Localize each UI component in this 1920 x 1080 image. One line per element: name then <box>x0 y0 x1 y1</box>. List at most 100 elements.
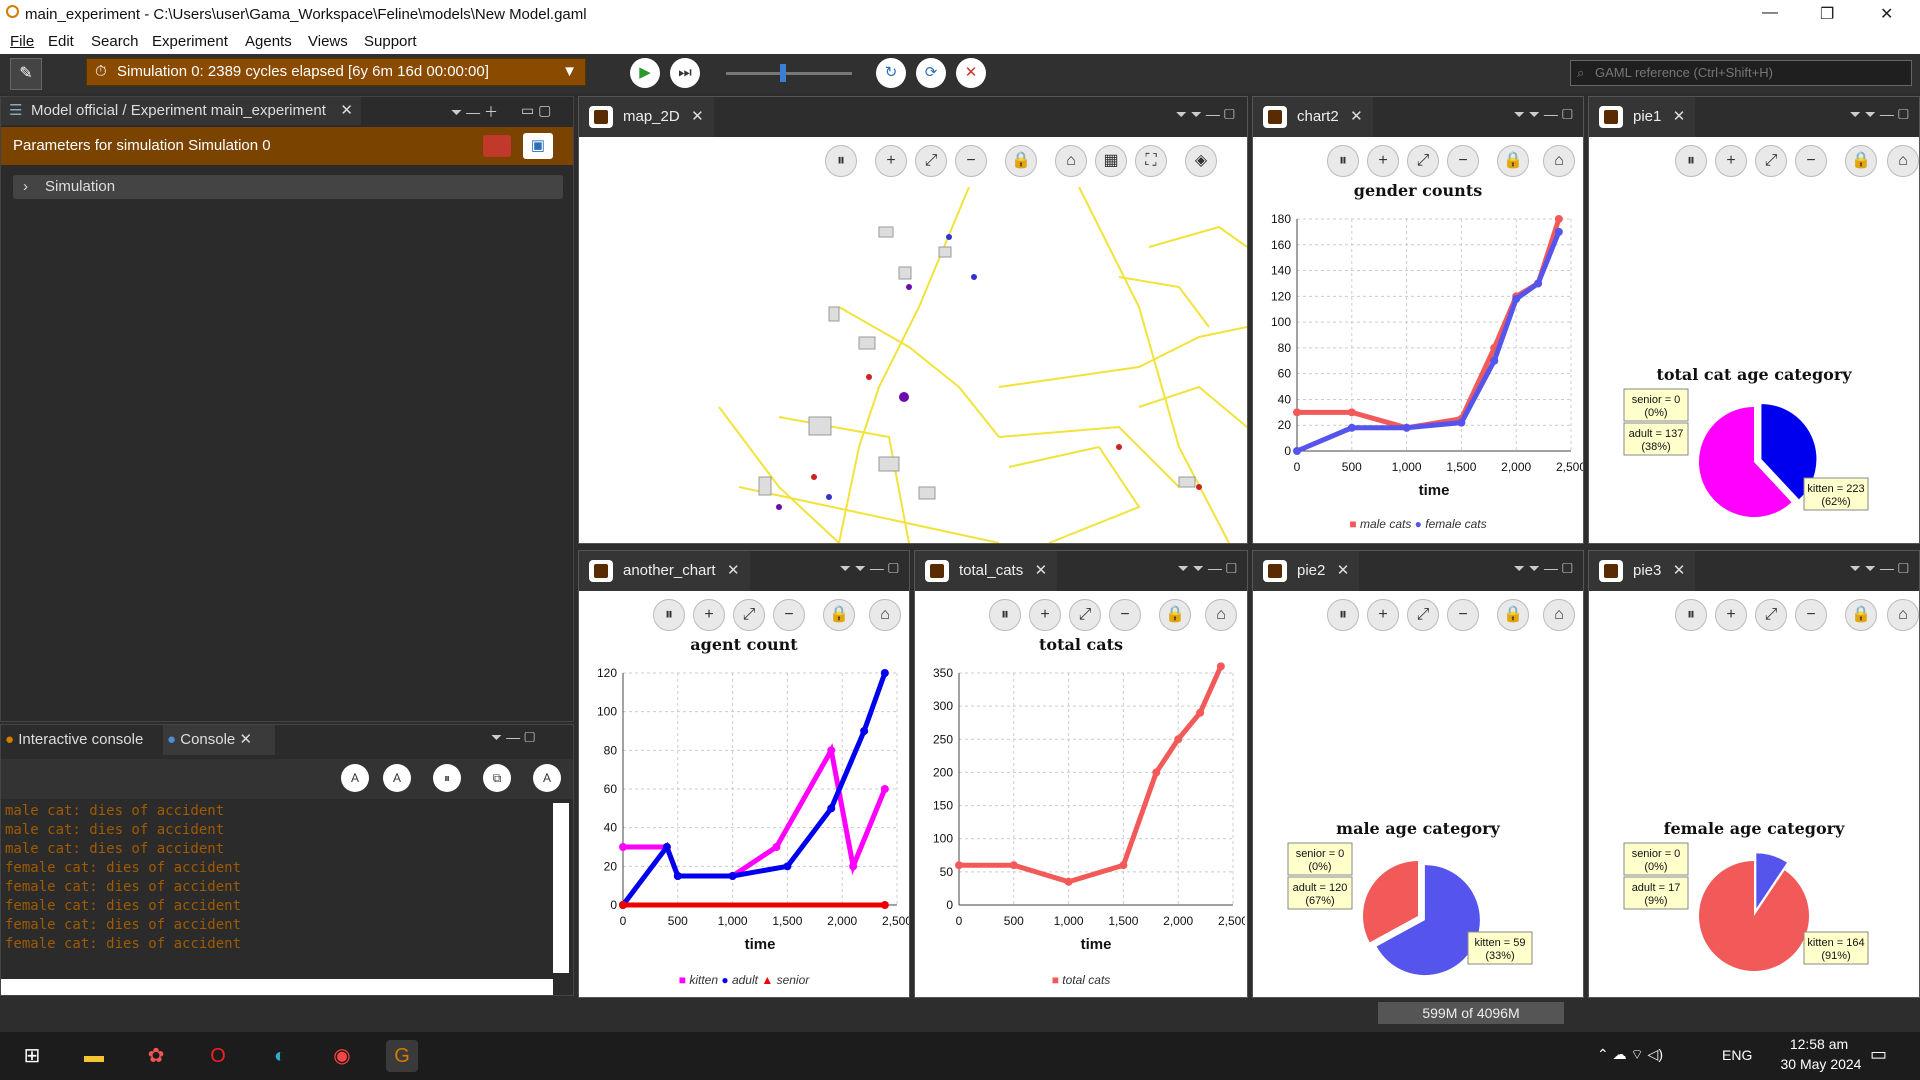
menu-search[interactable]: Search <box>91 33 139 50</box>
close-icon[interactable]: ✕ <box>340 102 353 119</box>
camera-icon[interactable]: ⌂ <box>1543 599 1575 631</box>
tab-console[interactable]: ● Console ✕ <box>163 725 275 755</box>
console-scrollbar[interactable] <box>553 803 569 973</box>
windows-start-icon[interactable]: ⊞ <box>23 1045 41 1067</box>
menu-experiment[interactable]: Experiment <box>152 33 228 50</box>
relaunch-button[interactable]: ⟳ <box>916 58 946 88</box>
close-icon[interactable]: ✕ <box>1350 108 1363 125</box>
lock-icon[interactable]: 🔒 <box>1159 599 1191 631</box>
tab-chart2[interactable]: chart2 ✕ <box>1253 97 1373 137</box>
zoom-in-icon[interactable]: + <box>1367 145 1399 177</box>
zoom-fit-icon[interactable]: ⤢ <box>1069 599 1101 631</box>
tab-map-2d[interactable]: map_2D ✕ <box>579 97 714 137</box>
clear-icon[interactable]: A <box>533 764 561 792</box>
zoom-fit-icon[interactable]: ⤢ <box>1755 145 1787 177</box>
console-hscrollbar[interactable] <box>1 979 553 995</box>
clock-time[interactable]: 12:58 am <box>1789 1036 1849 1052</box>
zoom-out-icon[interactable]: − <box>1109 599 1141 631</box>
close-window-button[interactable]: ✕ <box>1880 6 1894 23</box>
pause-icon[interactable]: ⏸ <box>989 599 1021 631</box>
zoom-out-icon[interactable]: − <box>955 145 987 177</box>
edit-model-icon[interactable]: ✎ <box>10 58 42 90</box>
pause-icon[interactable]: ⏸ <box>1675 145 1707 177</box>
camera-icon[interactable]: ⌂ <box>1887 599 1919 631</box>
tab-interactive-console[interactable]: ● Interactive console <box>5 731 144 748</box>
opera-icon[interactable]: O <box>210 1045 226 1067</box>
chrome-icon[interactable]: ◉ <box>333 1045 351 1067</box>
tab-pie3[interactable]: pie3 ✕ <box>1589 551 1696 591</box>
zoom-fit-icon[interactable]: ⤢ <box>733 599 765 631</box>
maximize-button[interactable]: ❐ <box>1820 6 1835 23</box>
lock-icon[interactable]: 🔒 <box>1845 145 1877 177</box>
menu-support[interactable]: Support <box>364 33 417 50</box>
zoom-fit-icon[interactable]: ⤢ <box>1407 145 1439 177</box>
speed-slider-handle[interactable] <box>780 64 786 82</box>
simulation-section[interactable]: › Simulation <box>13 175 563 199</box>
lock-icon[interactable]: 🔒 <box>1497 599 1529 631</box>
tab-another-chart[interactable]: another_chart ✕ <box>579 551 750 591</box>
menu-edit[interactable]: Edit <box>48 33 74 50</box>
menu-agents[interactable]: Agents <box>245 33 292 50</box>
view-menu-icon[interactable]: ⏷ ⏷ — ▢ <box>1849 560 1909 576</box>
chevron-down-icon[interactable]: ▼ <box>562 63 577 80</box>
close-icon[interactable]: ✕ <box>239 731 253 748</box>
lock-icon[interactable]: 🔒 <box>1005 145 1037 177</box>
fullscreen-icon[interactable]: ⛶ <box>1135 145 1167 177</box>
play-button[interactable]: ▶ <box>630 58 660 88</box>
view-menu-icon[interactable]: ⏷ — ▢ <box>491 729 536 745</box>
close-icon[interactable]: ✕ <box>1034 562 1048 579</box>
zoom-in-icon[interactable]: + <box>875 145 907 177</box>
grid-icon[interactable]: ▦ <box>1095 145 1127 177</box>
camera-icon[interactable]: ⌂ <box>869 599 901 631</box>
camera-icon[interactable]: ⌂ <box>1543 145 1575 177</box>
lock-icon[interactable]: 🔒 <box>1497 145 1529 177</box>
zoom-fit-icon[interactable]: ⤢ <box>1755 599 1787 631</box>
lock-icon[interactable]: 🔒 <box>823 599 855 631</box>
zoom-out-icon[interactable]: − <box>773 599 805 631</box>
zoom-in-icon[interactable]: + <box>693 599 725 631</box>
pause-icon[interactable]: ⏸ <box>653 599 685 631</box>
pause-icon[interactable]: ⏸ <box>1327 599 1359 631</box>
close-icon[interactable]: ✕ <box>727 562 740 579</box>
pause-icon[interactable]: ⏸ <box>433 764 461 792</box>
zoom-out-icon[interactable]: − <box>1795 599 1827 631</box>
tab-total-cats[interactable]: total_cats ✕ <box>915 551 1058 591</box>
tab-pie2[interactable]: pie2 ✕ <box>1253 551 1360 591</box>
view-menu-icon[interactable]: ⏷ ⏷ — ▢ <box>1175 106 1235 122</box>
zoom-fit-icon[interactable]: ⤢ <box>915 145 947 177</box>
filter-icon[interactable]: ⧉ <box>483 764 511 792</box>
menu-file[interactable]: File <box>10 33 35 50</box>
view-menu-icon[interactable]: ⏷ — ＋ <box>451 104 498 120</box>
notifications-icon[interactable]: ▭ <box>1870 1044 1888 1064</box>
view-menu-icon[interactable]: ⏷ ⏷ — ▢ <box>1177 560 1237 576</box>
zoom-in-icon[interactable]: + <box>1367 599 1399 631</box>
view-menu-icon[interactable]: ⏷ ⏷ — ▢ <box>839 560 899 576</box>
zoom-in-icon[interactable]: + <box>1029 599 1061 631</box>
zoom-out-icon[interactable]: − <box>1447 145 1479 177</box>
system-tray-icons[interactable]: ⌃ ☁ ⌔ ◁) <box>1597 1046 1663 1062</box>
zoom-in-icon[interactable]: + <box>1715 145 1747 177</box>
monitor-icon[interactable]: ▣ <box>523 133 553 159</box>
minimize-button[interactable]: — <box>1762 4 1778 21</box>
close-icon[interactable]: ✕ <box>1672 108 1686 125</box>
clock-date[interactable]: 30 May 2024 <box>1780 1056 1862 1072</box>
gaml-reference-search[interactable]: ⌕ GAML reference (Ctrl+Shift+H) <box>1570 60 1912 86</box>
close-icon[interactable]: ✕ <box>1336 562 1350 579</box>
pause-icon[interactable]: ⏸ <box>1675 599 1707 631</box>
tab-model-experiment[interactable]: ☰ Model official / Experiment main_exper… <box>1 97 361 125</box>
lock-icon[interactable]: 🔒 <box>1845 599 1877 631</box>
increase-font-icon[interactable]: A <box>341 764 369 792</box>
layers-icon[interactable]: ◈ <box>1185 145 1217 177</box>
menu-views[interactable]: Views <box>308 33 348 50</box>
camera-icon[interactable]: ⌂ <box>1887 145 1919 177</box>
pause-icon[interactable]: ⏸ <box>1327 145 1359 177</box>
stop-button[interactable]: ✕ <box>956 58 986 88</box>
memory-indicator[interactable]: 599M of 4096M <box>1378 1002 1564 1024</box>
edge-icon[interactable]: ◐ <box>273 1045 287 1067</box>
pause-icon[interactable]: ⏸ <box>825 145 857 177</box>
revert-icon[interactable] <box>483 135 511 157</box>
view-menu-icon[interactable]: ⏷ ⏷ — ▢ <box>1513 560 1573 576</box>
tab-pie1[interactable]: pie1 ✕ <box>1589 97 1696 137</box>
zoom-out-icon[interactable]: − <box>1795 145 1827 177</box>
camera-icon[interactable]: ⌂ <box>1055 145 1087 177</box>
